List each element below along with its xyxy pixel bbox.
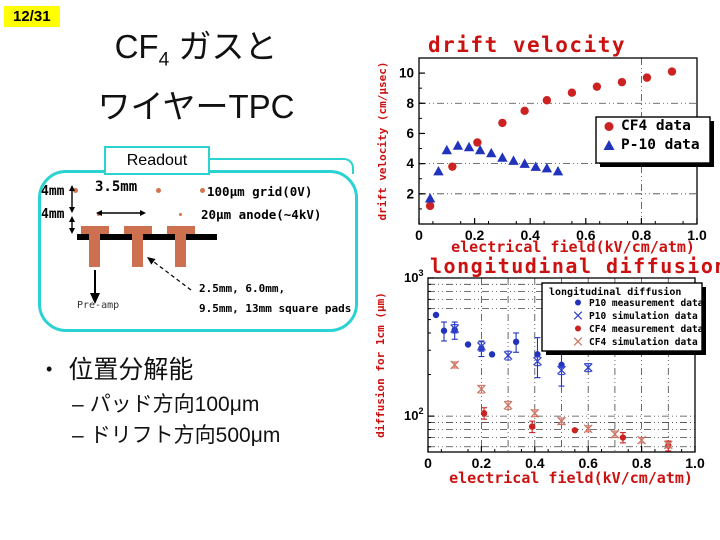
svg-text:0.6: 0.6 (578, 455, 598, 471)
svg-text:P10 measurement data: P10 measurement data (589, 298, 704, 309)
pad-cap (167, 226, 195, 234)
pad-cap (81, 226, 109, 234)
drift-velocity-chart: drift velocity electrical field(kV/cm/atm… (373, 30, 720, 258)
svg-text:1.0: 1.0 (687, 227, 707, 243)
bullet-sub-list: – パッド方向100μm – ドリフト方向500μm (72, 389, 280, 451)
svg-text:6: 6 (406, 126, 414, 141)
readout-diagram: 4mm 4mm 3.5mm 100μm grid(0V) 20μm anode(… (38, 170, 358, 332)
svg-text:diffusion for 1cm (μm): diffusion for 1cm (μm) (374, 292, 387, 438)
svg-text:0.2: 0.2 (465, 227, 485, 243)
svg-text:1.0: 1.0 (685, 455, 705, 471)
anode-wire-dot (178, 212, 182, 216)
bullet-sub-pad-direction: – パッド方向100μm (72, 393, 260, 416)
dimension-label-pitch: 3.5mm (95, 179, 138, 195)
svg-text:longitudinal diffusion: longitudinal diffusion (430, 255, 720, 278)
pads-size-label-line1: 2.5mm, 6.0mm, (199, 282, 286, 295)
pad-stem (89, 234, 100, 267)
svg-text:0: 0 (415, 227, 423, 243)
grid-wire-dot (72, 187, 78, 193)
pad-cap (124, 226, 152, 234)
slide-title: CF4 ガスと ワイヤーTPC (40, 24, 352, 130)
callout-connector-line (206, 158, 354, 174)
pad-stem (132, 234, 143, 267)
longitudinal-diffusion-chart: longitudinal diffusion electrical field(k… (373, 255, 720, 500)
grid-wire-dot (155, 187, 161, 193)
bullet-marker: • (46, 359, 53, 379)
pad-stem (175, 234, 186, 267)
svg-text:P10 simulation data: P10 simulation data (589, 311, 698, 322)
grid-wire-label: 100μm grid(0V) (207, 184, 313, 199)
svg-text:CF4 simulation data: CF4 simulation data (589, 337, 698, 348)
dimension-label-4mm-top: 4mm (41, 184, 65, 199)
svg-text:CF4 data: CF4 data (621, 118, 691, 134)
dimension-label-4mm-bottom: 4mm (41, 207, 65, 222)
title-line1: CF4 ガスと (114, 28, 278, 71)
svg-text:102: 102 (404, 406, 423, 423)
title-line2: ワイヤーTPC (97, 87, 295, 125)
svg-text:drift velocity (cm/μsec): drift velocity (cm/μsec) (376, 62, 389, 221)
pads-size-label-line2: 9.5mm, 13mm square pads (199, 302, 352, 315)
title-subscript: 4 (158, 49, 170, 71)
svg-text:CF4 measurement data: CF4 measurement data (589, 324, 704, 335)
svg-text:0.2: 0.2 (472, 455, 492, 471)
svg-text:electrical field(kV/cm/atm): electrical field(kV/cm/atm) (449, 469, 693, 487)
svg-text:P-10 data: P-10 data (621, 137, 700, 153)
svg-text:0.8: 0.8 (632, 227, 652, 243)
svg-text:0.4: 0.4 (520, 227, 540, 243)
svg-text:0.8: 0.8 (632, 455, 652, 471)
svg-text:8: 8 (406, 96, 414, 111)
grid-wire-dot (199, 187, 205, 193)
bullet-position-resolution: • 位置分解能 (46, 356, 194, 384)
svg-text:0: 0 (424, 455, 432, 471)
svg-text:0.6: 0.6 (576, 227, 596, 243)
svg-text:0.4: 0.4 (525, 455, 545, 471)
svg-text:103: 103 (404, 268, 423, 285)
svg-text:longitudinal diffusion: longitudinal diffusion (549, 286, 681, 298)
slide-number: 12/31 (4, 6, 60, 27)
svg-text:drift velocity: drift velocity (428, 33, 626, 57)
svg-text:electrical field(kV/cm/atm): electrical field(kV/cm/atm) (451, 238, 695, 256)
svg-text:10: 10 (399, 66, 414, 81)
preamp-label: Pre-amp (77, 300, 120, 311)
anode-wire-label: 20μm anode(~4kV) (201, 207, 322, 222)
pad-plane-bar (77, 234, 217, 240)
svg-text:4: 4 (406, 156, 414, 171)
bullet-sub-drift-direction: – ドリフト方向500μm (72, 424, 281, 447)
svg-text:2: 2 (406, 186, 414, 201)
readout-callout: Readout (104, 146, 210, 175)
dimension-arrows (69, 185, 192, 304)
